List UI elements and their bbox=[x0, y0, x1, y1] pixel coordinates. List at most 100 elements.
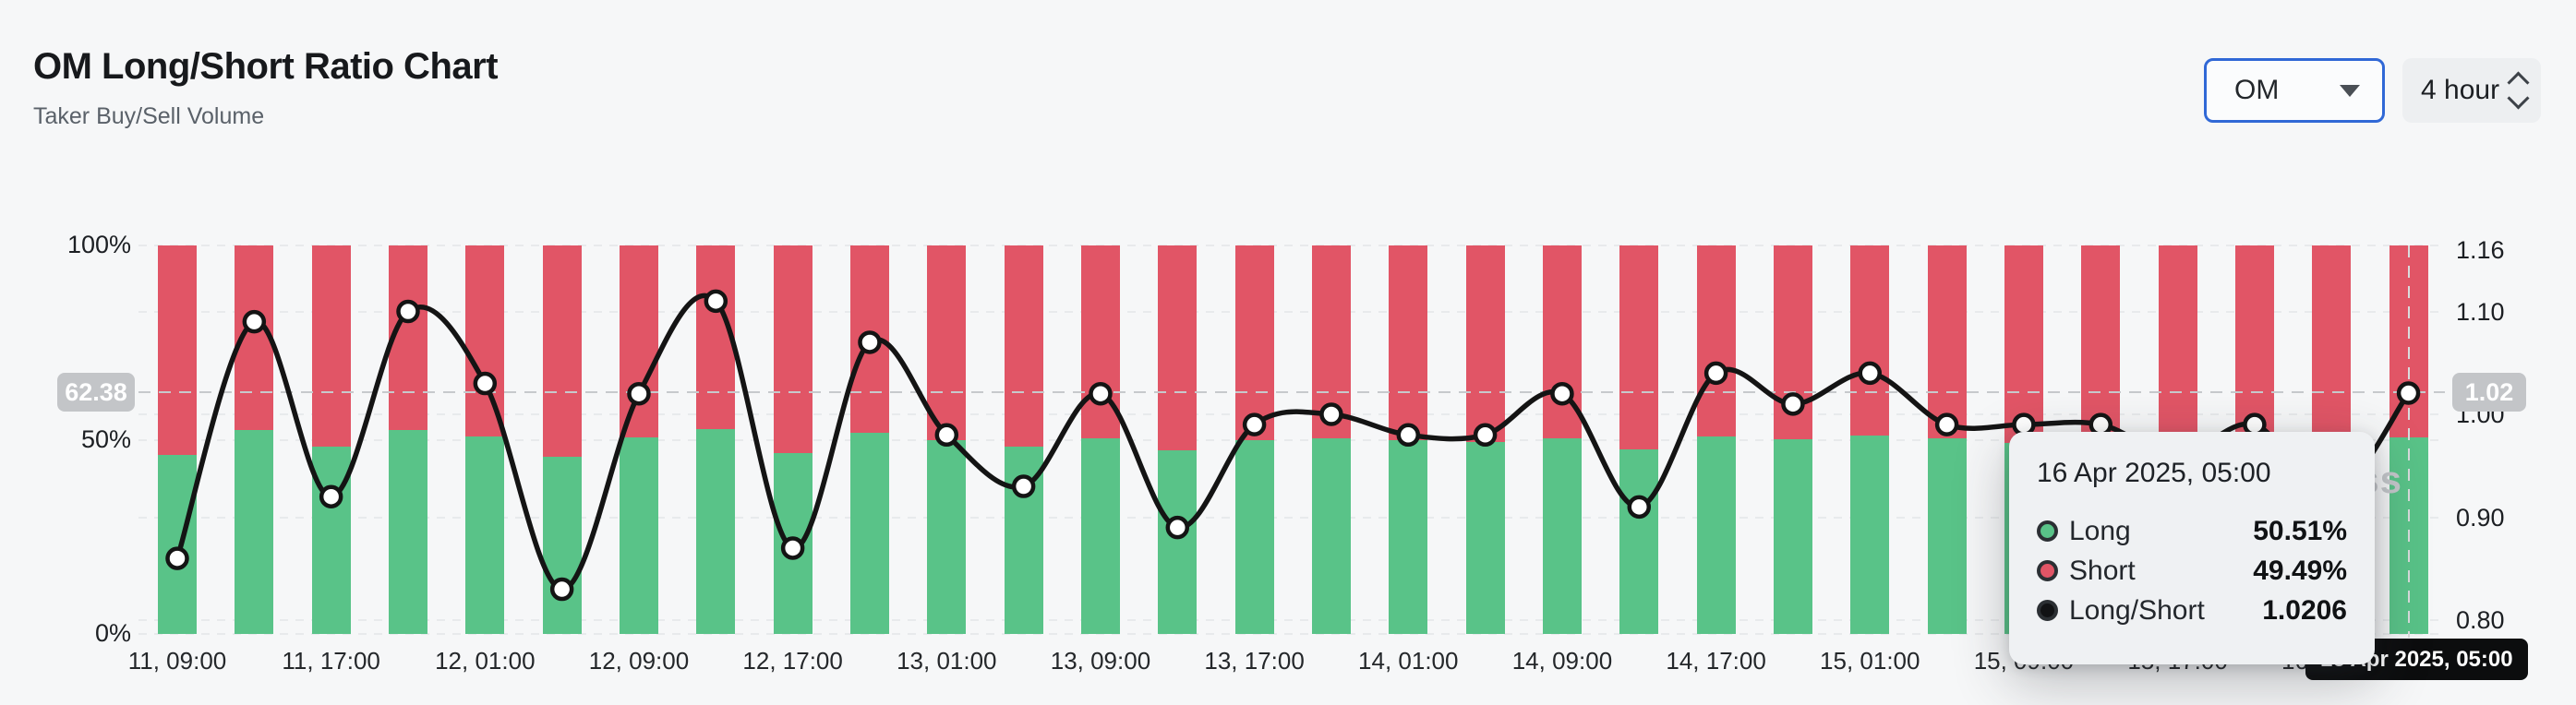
x-axis-tick: 11, 09:00 bbox=[127, 647, 227, 675]
bar-long-segment bbox=[696, 429, 736, 634]
bar-column[interactable] bbox=[1311, 245, 1351, 634]
bar-short-segment bbox=[1696, 245, 1736, 436]
symbol-select[interactable]: OM bbox=[2204, 58, 2385, 123]
bar-column[interactable] bbox=[619, 245, 658, 634]
bar-short-segment bbox=[2312, 245, 2352, 440]
bar-short-segment bbox=[311, 245, 351, 448]
long-dot-icon bbox=[2037, 520, 2058, 542]
gridline bbox=[138, 619, 2445, 621]
bar-long-segment bbox=[465, 436, 505, 634]
page-subtitle: Taker Buy/Sell Volume bbox=[33, 103, 265, 129]
gridline bbox=[138, 245, 2445, 246]
bar-long-segment bbox=[1619, 449, 1659, 634]
interval-select[interactable]: 4 hour bbox=[2402, 58, 2541, 123]
bar-short-segment bbox=[1158, 245, 1198, 450]
bar-short-segment bbox=[2158, 245, 2197, 442]
bar-column[interactable] bbox=[1619, 245, 1659, 634]
bar-long-segment bbox=[927, 439, 967, 634]
bar-long-segment bbox=[1234, 439, 1274, 634]
tooltip-row-ratio: Long/Short 1.0206 bbox=[2037, 594, 2347, 627]
x-axis-tick: 13, 09:00 bbox=[1050, 647, 1151, 675]
bar-long-segment bbox=[1311, 437, 1351, 634]
bar-long-segment bbox=[1389, 439, 1428, 634]
bar-column[interactable] bbox=[696, 245, 736, 634]
x-axis-tick: 14, 01:00 bbox=[1358, 647, 1459, 675]
bar-column[interactable] bbox=[235, 245, 274, 634]
bar-short-segment bbox=[927, 245, 967, 440]
tooltip-row-long: Long 50.51% bbox=[2037, 515, 2347, 547]
bar-column[interactable] bbox=[1773, 245, 1812, 634]
bar-column[interactable] bbox=[1080, 245, 1120, 634]
x-axis-tick: 13, 17:00 bbox=[1204, 647, 1305, 675]
bar-long-segment bbox=[388, 429, 427, 634]
interval-select-value: 4 hour bbox=[2421, 75, 2500, 105]
y-axis-left-tick: 100% bbox=[66, 231, 131, 258]
bar-long-segment bbox=[1696, 436, 1736, 634]
bar-column[interactable] bbox=[773, 245, 813, 634]
y-axis-left-tick: 50% bbox=[80, 424, 131, 453]
x-axis-tick: 13, 01:00 bbox=[897, 647, 997, 675]
bar-short-segment bbox=[773, 245, 813, 453]
bar-column[interactable] bbox=[1004, 245, 1043, 634]
bar-short-segment bbox=[2081, 245, 2121, 444]
caret-down-icon bbox=[2340, 84, 2360, 97]
y-axis-right-tick: 0.90 bbox=[2456, 503, 2505, 532]
bar-column[interactable] bbox=[465, 245, 505, 634]
bar-long-segment bbox=[1542, 437, 1582, 634]
symbol-select-value: OM bbox=[2234, 75, 2280, 105]
chart-tooltip: 16 Apr 2025, 05:00 Long 50.51% Short 49.… bbox=[2009, 432, 2375, 664]
x-axis-tick: 14, 17:00 bbox=[1666, 647, 1766, 675]
bar-column[interactable] bbox=[927, 245, 967, 634]
tooltip-row-label: Long/Short bbox=[2069, 594, 2205, 626]
bar-short-segment bbox=[1465, 245, 1505, 442]
bar-long-segment bbox=[1158, 449, 1198, 634]
bar-short-segment bbox=[158, 245, 197, 455]
tooltip-row-value: 1.0206 bbox=[2262, 594, 2347, 626]
bar-column[interactable] bbox=[1927, 245, 1967, 634]
bar-long-segment bbox=[1004, 447, 1043, 634]
x-axis-tick: 12, 09:00 bbox=[588, 647, 690, 675]
bar-short-segment bbox=[235, 245, 274, 430]
bar-short-segment bbox=[849, 245, 889, 433]
chevron-up-down-icon bbox=[2507, 71, 2530, 110]
crosshair-left-value-badge: 62.38 bbox=[57, 373, 135, 412]
bar-short-segment bbox=[2004, 245, 2043, 444]
bar-long-segment bbox=[849, 432, 889, 634]
tooltip-row-label: Short bbox=[2069, 555, 2136, 586]
bar-column[interactable] bbox=[1389, 245, 1428, 634]
x-axis-tick: 12, 17:00 bbox=[742, 647, 843, 675]
bar-short-segment bbox=[1234, 245, 1274, 440]
bar-short-segment bbox=[1311, 245, 1351, 438]
bar-short-segment bbox=[1773, 245, 1812, 440]
bar-column[interactable] bbox=[311, 245, 351, 634]
bar-long-segment bbox=[773, 452, 813, 634]
bar-long-segment bbox=[1465, 441, 1505, 634]
bar-column[interactable] bbox=[158, 245, 197, 634]
bar-column[interactable] bbox=[1465, 245, 1505, 634]
crosshair-horizontal-line bbox=[138, 391, 2445, 393]
bar-column[interactable] bbox=[1542, 245, 1582, 634]
page-title: OM Long/Short Ratio Chart bbox=[33, 46, 499, 87]
tooltip-row-label: Long bbox=[2069, 515, 2131, 546]
bar-short-segment bbox=[1542, 245, 1582, 438]
tooltip-row-value: 50.51% bbox=[2253, 515, 2347, 546]
bar-short-segment bbox=[619, 245, 658, 437]
tooltip-row-short: Short 49.49% bbox=[2037, 555, 2347, 587]
bar-column[interactable] bbox=[388, 245, 427, 634]
bar-column[interactable] bbox=[1696, 245, 1736, 634]
x-axis-tick: 15, 01:00 bbox=[1820, 647, 1920, 675]
bar-long-segment bbox=[1773, 439, 1812, 634]
bar-column[interactable] bbox=[542, 245, 582, 634]
bar-column[interactable] bbox=[1234, 245, 1274, 634]
bar-long-segment bbox=[235, 429, 274, 634]
short-dot-icon bbox=[2037, 560, 2058, 581]
bar-column[interactable] bbox=[1158, 245, 1198, 634]
bar-long-segment bbox=[619, 436, 658, 634]
bar-short-segment bbox=[1080, 245, 1120, 438]
crosshair-vertical-line bbox=[2407, 245, 2410, 638]
bar-short-segment bbox=[542, 245, 582, 458]
bar-column[interactable] bbox=[1850, 245, 1890, 634]
bar-column[interactable] bbox=[849, 245, 889, 634]
y-axis-right-tick: 1.10 bbox=[2456, 297, 2505, 326]
